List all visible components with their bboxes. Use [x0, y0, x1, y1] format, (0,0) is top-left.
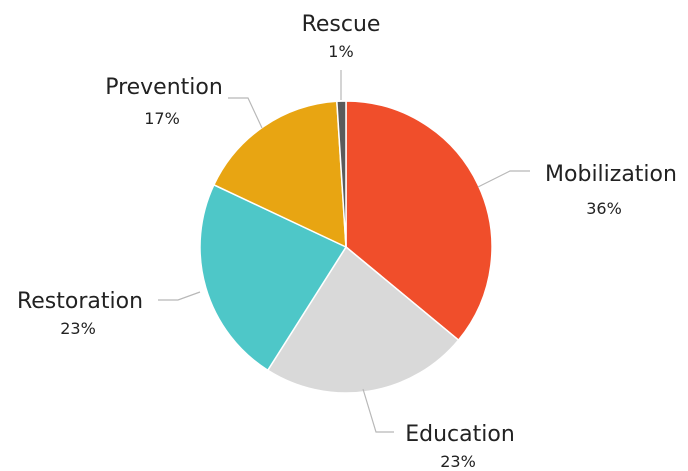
- slice-label-rescue: Rescue: [302, 12, 381, 37]
- slice-value-restoration: 23%: [60, 319, 96, 338]
- slice-label-prevention: Prevention: [105, 75, 223, 100]
- slice-value-education: 23%: [440, 452, 476, 467]
- slice-value-mobilization: 36%: [586, 199, 622, 218]
- slice-value-prevention: 17%: [144, 109, 180, 128]
- leader-line-mobilization: [478, 171, 530, 187]
- leader-line-education: [363, 389, 394, 432]
- leader-line-prevention: [228, 98, 262, 128]
- slice-value-rescue: 1%: [328, 42, 353, 61]
- slice-label-mobilization: Mobilization: [545, 162, 677, 187]
- pie-slices: [200, 101, 492, 393]
- leader-line-restoration: [158, 292, 200, 300]
- slice-label-restoration: Restoration: [17, 289, 143, 314]
- slice-label-education: Education: [405, 422, 515, 447]
